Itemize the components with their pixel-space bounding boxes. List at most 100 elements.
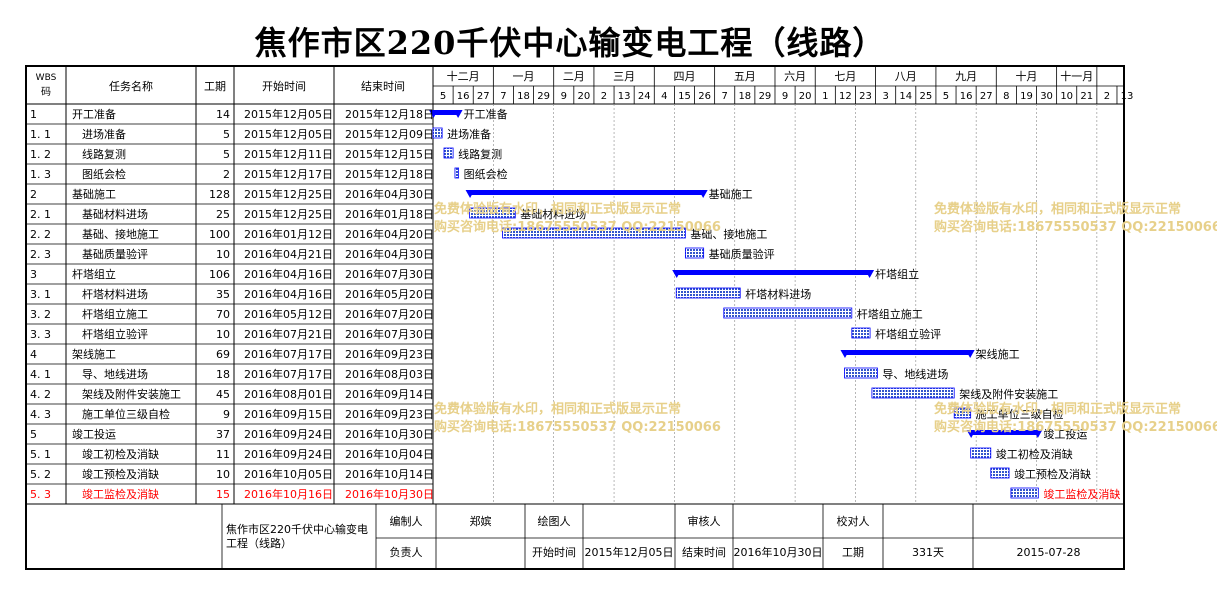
task-end: 2016年10月30日 — [345, 427, 434, 441]
task-wbs: 2 — [30, 188, 37, 201]
chart-frame — [25, 65, 1125, 570]
summary-bar-start-cap — [429, 110, 438, 118]
watermark-line-1: 免费体验版有水印，相同和正式版显示正常 — [934, 402, 1182, 417]
task-bar — [454, 167, 460, 179]
tick-label: 3 — [882, 91, 888, 102]
tick-label: 5 — [440, 91, 446, 102]
footer-checker-label: 校对人 — [836, 515, 870, 528]
task-start: 2015年12月25日 — [244, 187, 333, 201]
task-end: 2016年07月30日 — [345, 327, 434, 341]
task-duration: 14 — [216, 108, 230, 121]
task-name: 基础、接地施工 — [82, 228, 159, 241]
summary-bar — [433, 110, 459, 115]
task-start: 2016年04月21日 — [244, 247, 333, 261]
summary-bar-start-cap — [840, 350, 850, 358]
task-end: 2016年04月20日 — [345, 227, 434, 241]
task-wbs: 4 — [30, 348, 37, 361]
task-start: 2015年12月25日 — [244, 207, 333, 221]
task-duration: 128 — [209, 188, 230, 201]
task-name: 杆塔材料进场 — [82, 287, 148, 301]
summary-bar-end-cap — [698, 190, 708, 198]
task-duration: 11 — [216, 448, 230, 461]
trial-watermark: 免费体验版有水印，相同和正式版显示正常 购买咨询电话:18675550537 QQ… — [434, 201, 721, 237]
task-bar — [844, 367, 878, 379]
task-wbs: 4. 3 — [30, 408, 51, 421]
tick-label: 8 — [1003, 91, 1009, 102]
task-name: 竣工投运 — [72, 427, 116, 441]
task-end: 2015年12月18日 — [345, 167, 434, 181]
tick-label: 5 — [943, 91, 949, 102]
month-label: 八月 — [895, 70, 917, 83]
task-name: 竣工预检及消缺 — [82, 467, 159, 481]
task-start: 2016年09月24日 — [244, 427, 333, 441]
task-start: 2016年10月16日 — [244, 487, 333, 501]
watermark-line-1: 免费体验版有水印，相同和正式版显示正常 — [434, 402, 682, 417]
task-start: 2016年09月24日 — [244, 447, 333, 461]
bar-label: 杆塔组立验评 — [875, 327, 941, 341]
summary-bar-start-cap — [672, 270, 682, 278]
tick-label: 21 — [1080, 91, 1093, 102]
task-name: 竣工初检及消缺 — [82, 447, 159, 461]
header-wbs: WBS — [36, 73, 57, 83]
task-name: 施工单位三级自检 — [82, 407, 170, 421]
footer-start-label: 开始时间 — [532, 546, 576, 559]
footer-compiler: 郑嫔 — [469, 515, 492, 528]
task-name: 杆塔组立验评 — [82, 327, 148, 341]
summary-bar — [970, 430, 1039, 435]
task-end: 2016年09月23日 — [345, 347, 434, 361]
bar-label: 竣工投运 — [1043, 427, 1087, 441]
task-wbs: 4. 1 — [30, 368, 51, 381]
trial-watermark: 免费体验版有水印，相同和正式版显示正常 购买咨询电话:18675550537 QQ… — [434, 401, 721, 437]
task-start: 2016年01月12日 — [244, 227, 333, 241]
tick-label: 9 — [782, 91, 788, 102]
task-duration: 5 — [223, 148, 230, 161]
task-start: 2015年12月17日 — [244, 167, 333, 181]
header-wbs-code: 码 — [41, 86, 51, 98]
task-duration: 35 — [216, 288, 230, 301]
task-end: 2016年10月14日 — [345, 467, 434, 481]
tick-label: 25 — [919, 91, 932, 102]
month-label: 九月 — [955, 70, 977, 83]
tick-label: 16 — [457, 91, 470, 102]
task-name: 架线及附件安装施工 — [82, 387, 181, 401]
watermark-line-2: 购买咨询电话:18675550537 QQ:22150066 — [934, 220, 1217, 235]
tick-label: 23 — [859, 91, 872, 102]
watermark-line-1: 免费体验版有水印，相同和正式版显示正常 — [434, 202, 682, 217]
task-start: 2016年09月15日 — [244, 407, 333, 421]
task-wbs: 3. 2 — [30, 308, 51, 321]
task-end: 2016年10月04日 — [345, 447, 434, 461]
tick-label: 26 — [698, 91, 711, 102]
header-duration: 工期 — [204, 80, 226, 93]
bar-label: 基础、接地施工 — [690, 228, 767, 241]
task-wbs: 3. 3 — [30, 328, 51, 341]
footer-date: 2015-07-28 — [1016, 546, 1081, 559]
task-bar — [675, 287, 741, 299]
bar-label: 杆塔材料进场 — [745, 287, 811, 301]
footer-start: 2015年12月05日 — [584, 546, 674, 559]
footer-project-name: 焦作市区220千伏中心输变电工程（线路） — [226, 523, 368, 550]
task-start: 2016年07月17日 — [244, 367, 333, 381]
task-name: 杆塔组立施工 — [82, 307, 148, 321]
task-duration: 10 — [216, 328, 230, 341]
summary-bar-end-cap — [453, 110, 463, 118]
task-duration: 9 — [223, 408, 230, 421]
task-end: 2016年09月23日 — [345, 407, 434, 421]
watermark-line-1: 免费体验版有水印，相同和正式版显示正常 — [934, 202, 1182, 217]
task-name: 进场准备 — [82, 127, 126, 141]
bar-label: 竣工监检及消缺 — [1043, 487, 1120, 501]
summary-bar-end-cap — [865, 270, 875, 278]
task-wbs: 1. 2 — [30, 148, 51, 161]
month-label: 一月 — [513, 70, 535, 83]
footer-duration-label: 工期 — [842, 546, 864, 559]
task-start: 2016年04月16日 — [244, 267, 333, 281]
footer-drawer-label: 绘图人 — [537, 515, 571, 528]
task-name: 基础施工 — [72, 188, 116, 201]
task-name: 线路复测 — [82, 147, 126, 161]
month-label: 十月 — [1015, 69, 1037, 83]
tick-label: 16 — [960, 91, 973, 102]
footer-owner-label: 负责人 — [389, 546, 423, 559]
task-duration: 106 — [209, 268, 230, 281]
summary-bar-end-cap — [965, 350, 975, 358]
footer-compiler-label: 编制人 — [389, 515, 423, 528]
